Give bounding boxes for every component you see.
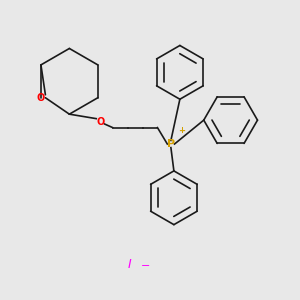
Text: O: O bbox=[97, 117, 105, 127]
Text: I: I bbox=[127, 259, 131, 272]
Text: O: O bbox=[37, 93, 45, 103]
Text: −: − bbox=[141, 262, 150, 272]
Text: +: + bbox=[178, 126, 185, 135]
Text: P: P bbox=[167, 139, 175, 149]
